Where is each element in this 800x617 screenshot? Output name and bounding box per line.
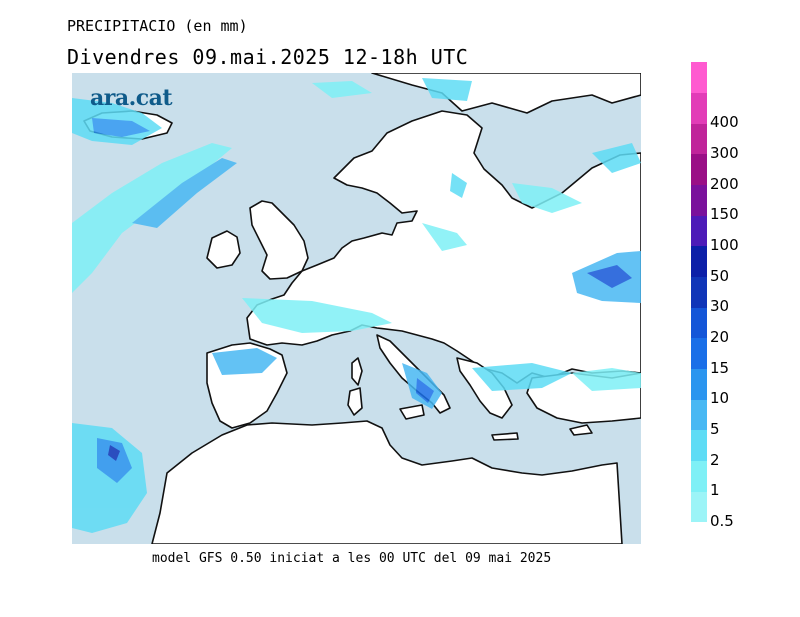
precipitation-map: [72, 73, 641, 544]
legend-swatch: [691, 276, 707, 308]
legend-swatch: [691, 399, 707, 431]
legend-swatch: [691, 338, 707, 370]
color-scale-legend: 0.5 1 2 5 10 15 20 30 50 100 150 200 300 400: [691, 62, 739, 530]
legend-swatch: [691, 184, 707, 216]
legend-label: 30: [710, 297, 730, 316]
legend-swatch: [691, 460, 707, 492]
legend-swatch: [691, 430, 707, 462]
legend-swatch: [691, 215, 707, 247]
legend-label: 15: [710, 358, 730, 377]
legend-swatch: [691, 491, 707, 523]
legend-label: 1: [710, 481, 720, 500]
forecast-period-title: Divendres 09.mai.2025 12-18h UTC: [67, 45, 469, 69]
legend-label: 10: [710, 389, 730, 408]
legend-swatch: [691, 154, 707, 186]
model-info-caption: model GFS 0.50 iniciat a les 00 UTC del …: [152, 551, 552, 566]
legend-label: 300: [710, 144, 739, 162]
legend-swatch: [691, 368, 707, 400]
legend-label: 5: [710, 420, 720, 438]
legend-label: 20: [710, 328, 730, 346]
legend-swatch: [691, 246, 707, 278]
legend-label: 100: [710, 236, 739, 254]
precipitation-areas: [72, 78, 641, 533]
legend-label: 2: [710, 450, 720, 469]
map-canvas: [72, 73, 641, 544]
legend-label: 0.5: [710, 512, 734, 530]
ara-cat-logo: ara.cat: [90, 85, 173, 111]
legend-label: 400: [710, 113, 739, 132]
legend-label: 200: [710, 174, 739, 193]
legend-label: 150: [710, 205, 739, 224]
legend-swatch: [691, 92, 707, 124]
legend-swatch: [691, 123, 707, 155]
variable-title: PRECIPITACIO (en mm): [67, 17, 248, 35]
legend-swatch: [691, 307, 707, 339]
legend-label: 50: [710, 266, 730, 285]
legend-swatch: [691, 62, 707, 94]
